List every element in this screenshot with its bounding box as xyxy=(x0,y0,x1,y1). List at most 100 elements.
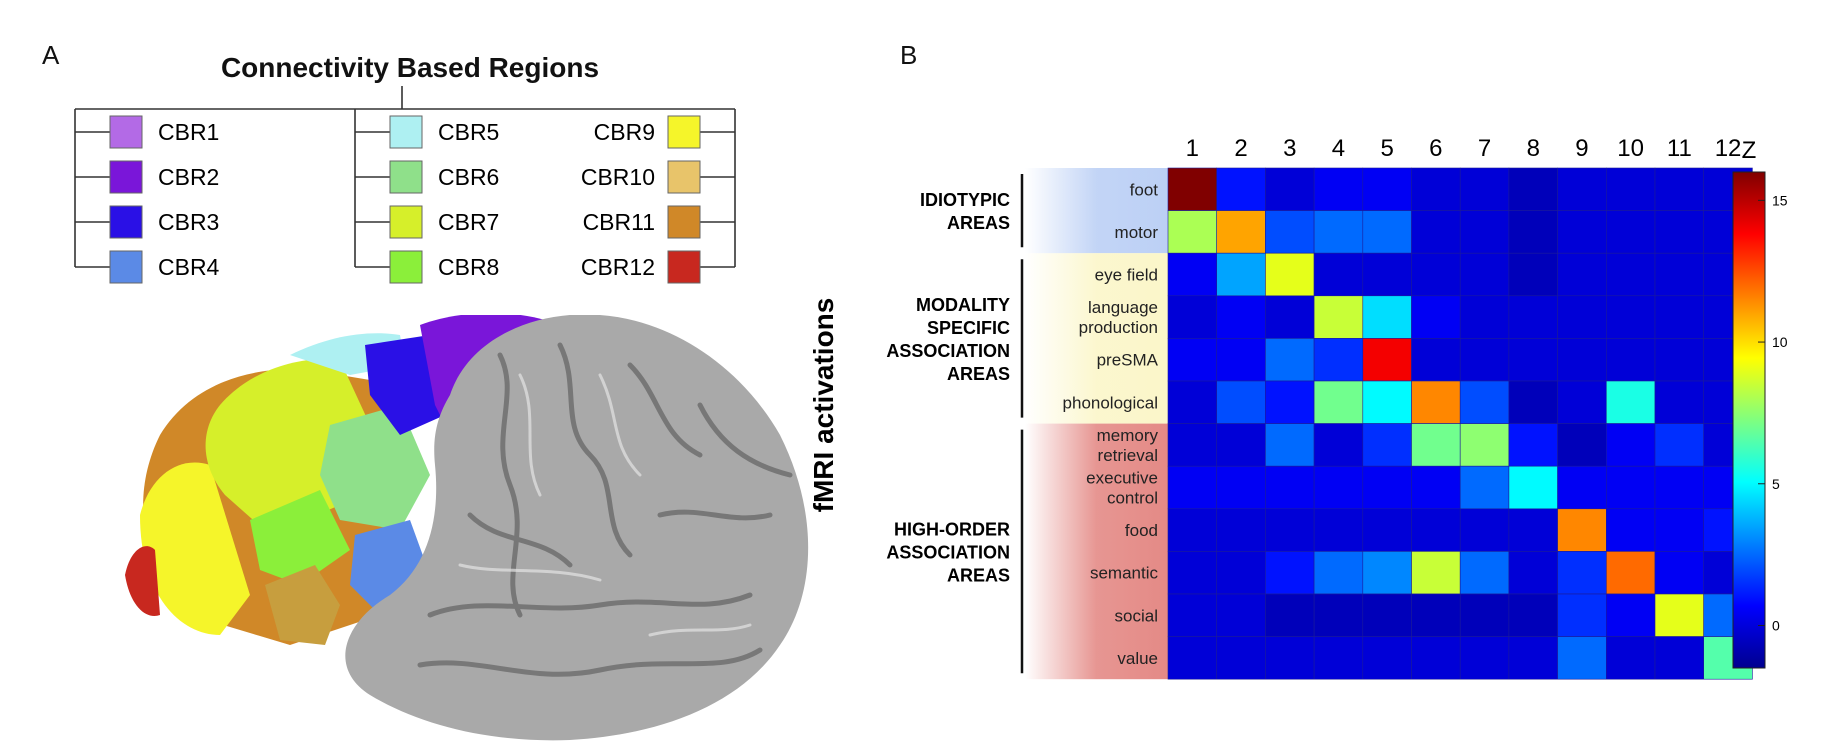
heatmap-cell-r9-c2 xyxy=(1265,551,1315,595)
heatmap-cell-r11-c10 xyxy=(1654,636,1705,680)
heatmap-cell-r0-c8 xyxy=(1557,167,1607,211)
heatmap-cell-r4-c1 xyxy=(1216,338,1266,382)
legend-label-cbr4: CBR4 xyxy=(158,254,220,280)
heatmap-cell-r2-c3 xyxy=(1313,252,1364,297)
heatmap-cell-r1-c5 xyxy=(1411,210,1461,254)
heatmap-cell-r0-c0 xyxy=(1167,167,1218,211)
legend-label-cbr9: CBR9 xyxy=(594,119,655,145)
cbr6-region xyxy=(320,405,430,530)
heatmap-cell-r6-c6 xyxy=(1459,423,1510,467)
heatmap-cell-r6-c5 xyxy=(1411,423,1461,467)
legend-swatch-cbr10 xyxy=(667,160,701,194)
heatmap-cell-r1-c3 xyxy=(1313,210,1364,254)
colorbar xyxy=(1732,171,1766,669)
heatmap-cell-r10-c8 xyxy=(1557,593,1607,637)
heatmap-cell-r2-c10 xyxy=(1654,252,1705,297)
heatmap-cell-r11-c0 xyxy=(1167,636,1218,680)
legend-label-cbr7: CBR7 xyxy=(438,209,499,235)
heatmap-cell-r6-c1 xyxy=(1216,423,1266,467)
legend-label-cbr1: CBR1 xyxy=(158,119,219,145)
legend-swatch-cbr5 xyxy=(389,115,423,149)
heatmap-cell-r7-c0 xyxy=(1167,465,1218,510)
colorbar-tick-label-0: 0 xyxy=(1772,617,1780,633)
heatmap-cell-r4-c7 xyxy=(1508,338,1558,382)
legend-label-cbr6: CBR6 xyxy=(438,164,499,190)
legend-swatch-cbr7 xyxy=(389,205,423,239)
heatmap-cell-r3-c8 xyxy=(1557,295,1607,339)
heatmap-cell-r4-c0 xyxy=(1167,338,1218,382)
heatmap-cell-r2-c8 xyxy=(1557,252,1607,297)
heatmap-cell-r9-c0 xyxy=(1167,551,1218,595)
row-label-5: phonological xyxy=(1063,393,1158,412)
heatmap-cell-r11-c3 xyxy=(1313,636,1364,680)
heatmap-cell-r3-c6 xyxy=(1459,295,1510,339)
heatmap-cell-r6-c2 xyxy=(1265,423,1315,467)
heatmap-cell-r8-c8 xyxy=(1557,508,1607,552)
heatmap-cell-r6-c7 xyxy=(1508,423,1558,467)
heatmap-cell-r9-c1 xyxy=(1216,551,1266,595)
legend-label-cbr8: CBR8 xyxy=(438,254,499,280)
heatmap-cell-r8-c3 xyxy=(1313,508,1364,552)
heatmap-cell-r3-c3 xyxy=(1313,295,1364,339)
legend-label-cbr2: CBR2 xyxy=(158,164,219,190)
heatmap-cell-r4-c2 xyxy=(1265,338,1315,382)
row-label-9: semantic xyxy=(1090,564,1159,583)
heatmap-cell-r10-c6 xyxy=(1459,593,1510,637)
heatmap-cell-r9-c7 xyxy=(1508,551,1558,595)
heatmap-cell-r8-c10 xyxy=(1654,508,1705,552)
heatmap-cell-r5-c9 xyxy=(1606,380,1656,424)
heatmap-cell-r8-c5 xyxy=(1411,508,1461,552)
heatmap-cell-r1-c7 xyxy=(1508,210,1558,254)
heatmap-cell-r3-c2 xyxy=(1265,295,1315,339)
heatmap-cell-r1-c2 xyxy=(1265,210,1315,254)
column-label-2: 2 xyxy=(1234,135,1247,162)
heatmap-cell-r1-c6 xyxy=(1459,210,1510,254)
heatmap-cell-r9-c8 xyxy=(1557,551,1607,595)
heatmap-cell-r5-c1 xyxy=(1216,380,1266,424)
heatmap-cell-r9-c4 xyxy=(1362,551,1412,595)
cbr12-region xyxy=(125,546,160,616)
heatmap-cell-r8-c1 xyxy=(1216,508,1266,552)
panel-b-letter: B xyxy=(900,40,918,70)
legend-swatch-cbr4 xyxy=(109,250,143,284)
legend-label-cbr10: CBR10 xyxy=(581,164,655,190)
colorbar-tick-label-10: 10 xyxy=(1772,334,1788,350)
heatmap-cell-r6-c4 xyxy=(1362,423,1412,467)
row-label-7: executive control xyxy=(1086,469,1158,508)
group-label-1: MODALITY SPECIFIC ASSOCIATION AREAS xyxy=(886,295,1010,384)
heatmap-cell-r3-c0 xyxy=(1167,295,1218,339)
heatmap-cell-r11-c2 xyxy=(1265,636,1315,680)
heatmap-cell-r2-c1 xyxy=(1216,252,1266,297)
group-band-1 xyxy=(1025,253,1168,424)
heatmap-cell-r10-c5 xyxy=(1411,593,1461,637)
legend-swatch-cbr12 xyxy=(667,250,701,284)
heatmap-cell-r7-c1 xyxy=(1216,465,1266,510)
row-label-4: preSMA xyxy=(1097,351,1159,370)
heatmap-cell-r2-c9 xyxy=(1606,252,1656,297)
heatmap-cell-r10-c0 xyxy=(1167,593,1218,637)
heatmap-cell-r4-c9 xyxy=(1606,338,1656,382)
column-label-3: 3 xyxy=(1283,135,1296,162)
heatmap-cell-r3-c1 xyxy=(1216,295,1266,339)
heatmap-cell-r2-c7 xyxy=(1508,252,1558,297)
heatmap-cell-r10-c4 xyxy=(1362,593,1412,637)
legend-title: Connectivity Based Regions xyxy=(220,52,600,83)
column-label-10: 10 xyxy=(1617,135,1644,162)
heatmap-cell-r8-c2 xyxy=(1265,508,1315,552)
legend-swatch-cbr8 xyxy=(389,250,423,284)
legend-swatch-cbr1 xyxy=(109,115,143,149)
heatmap-cell-r1-c0 xyxy=(1167,210,1218,254)
column-label-9: 9 xyxy=(1575,135,1588,162)
heatmap-cell-r1-c1 xyxy=(1216,210,1266,254)
heatmap-cell-r5-c7 xyxy=(1508,380,1558,424)
heatmap-cell-r1-c4 xyxy=(1362,210,1412,254)
column-label-6: 6 xyxy=(1429,135,1442,162)
heatmap-cell-r10-c3 xyxy=(1313,593,1364,637)
heatmap-cell-r6-c8 xyxy=(1557,423,1607,467)
legend-label-cbr12: CBR12 xyxy=(581,254,655,280)
heatmap-cell-r5-c5 xyxy=(1411,380,1461,424)
heatmap-cell-r9-c6 xyxy=(1459,551,1510,595)
heatmap-cell-r6-c3 xyxy=(1313,423,1364,467)
